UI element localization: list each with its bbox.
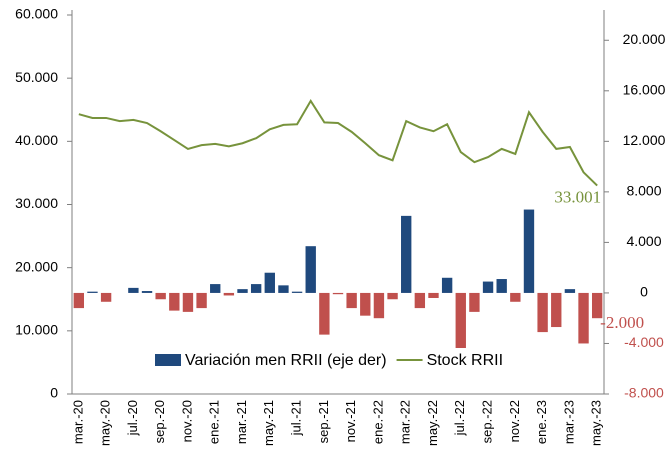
y2-tick-label: 16.000	[623, 82, 666, 98]
bar	[387, 292, 398, 300]
bar	[591, 292, 603, 319]
bar	[182, 292, 194, 312]
bar	[332, 292, 344, 295]
bar	[482, 281, 494, 293]
bar	[305, 246, 316, 293]
bar	[537, 292, 548, 333]
x-tick-label: nov.-21	[343, 400, 358, 442]
x-tick-label: sep.-21	[316, 400, 331, 443]
bar	[496, 279, 507, 293]
x-tick-label: nov.-20	[179, 400, 194, 442]
x-tick-label: may.-21	[261, 400, 276, 446]
x-tick-label: nov.-22	[507, 400, 522, 442]
bar	[169, 292, 180, 311]
bar	[87, 291, 98, 293]
bar	[564, 289, 576, 293]
data-label: 33.001	[554, 187, 601, 206]
x-tick-label: ene.-22	[370, 400, 385, 444]
bar	[551, 292, 562, 328]
x-tick-label: may.-23	[589, 400, 604, 446]
x-tick-label: sep.-22	[479, 400, 494, 443]
bar	[155, 292, 166, 300]
x-tick-label: ene.-21	[207, 400, 222, 444]
bar	[196, 292, 207, 309]
bar	[428, 292, 439, 298]
bar	[100, 292, 112, 302]
y2-tick-label: 0	[640, 284, 648, 300]
y2-tick-label: 4.000	[626, 233, 661, 249]
bar	[455, 292, 466, 349]
bar	[250, 284, 262, 293]
bar	[278, 285, 289, 293]
x-tick-label: jul.-22	[452, 400, 467, 436]
bar	[578, 292, 589, 344]
y-tick-label: 20.000	[15, 258, 58, 274]
legend-label: Variación men RRII (eje der)	[185, 352, 387, 369]
x-tick-label: jul.-21	[289, 400, 304, 436]
bar	[441, 277, 453, 293]
bar	[223, 292, 235, 296]
x-tick-label: may.-22	[425, 400, 440, 446]
bar	[469, 292, 480, 312]
legend-label: Stock RRII	[427, 352, 503, 369]
bar	[346, 292, 357, 309]
bar	[237, 289, 248, 293]
bar	[523, 209, 535, 293]
y-tick-label: 10.000	[15, 322, 58, 338]
x-tick-label: mar.-22	[398, 400, 413, 444]
bar	[319, 292, 330, 335]
x-tick-label: mar.-21	[234, 400, 249, 444]
x-tick-label: sep.-20	[152, 400, 167, 443]
y2-tick-label: -8.000	[624, 385, 664, 401]
x-tick-label: jul.-20	[125, 400, 140, 436]
line	[78, 98, 598, 187]
bar	[128, 287, 139, 293]
y2-tick-label: 8.000	[626, 183, 661, 199]
bar	[73, 292, 85, 309]
y2-tick-label: 12.000	[623, 132, 666, 148]
bar	[414, 292, 426, 309]
bar	[264, 272, 275, 293]
y2-tick-label: -4.000	[624, 334, 664, 350]
data-label: -2.000	[600, 313, 644, 332]
legend-box	[150, 348, 570, 372]
y-tick-label: 0	[50, 385, 58, 401]
bar	[510, 292, 521, 302]
x-tick-label: may.-20	[98, 400, 113, 446]
x-tick-label: mar.-23	[561, 400, 576, 444]
bar	[291, 291, 303, 293]
y-tick-label: 40.000	[15, 132, 58, 148]
x-tick-label: ene.-23	[534, 400, 549, 444]
y-tick-label: 60.000	[15, 6, 58, 22]
legend-swatch	[155, 354, 181, 366]
bar	[401, 215, 412, 293]
y2-tick-label: 20.000	[623, 31, 666, 47]
x-tick-label: mar.-20	[70, 400, 85, 444]
bar	[141, 291, 153, 293]
bar	[360, 292, 371, 316]
y-tick-label: 50.000	[15, 69, 58, 85]
bar	[373, 292, 385, 319]
bar	[210, 284, 221, 293]
y-tick-label: 30.000	[15, 195, 58, 211]
